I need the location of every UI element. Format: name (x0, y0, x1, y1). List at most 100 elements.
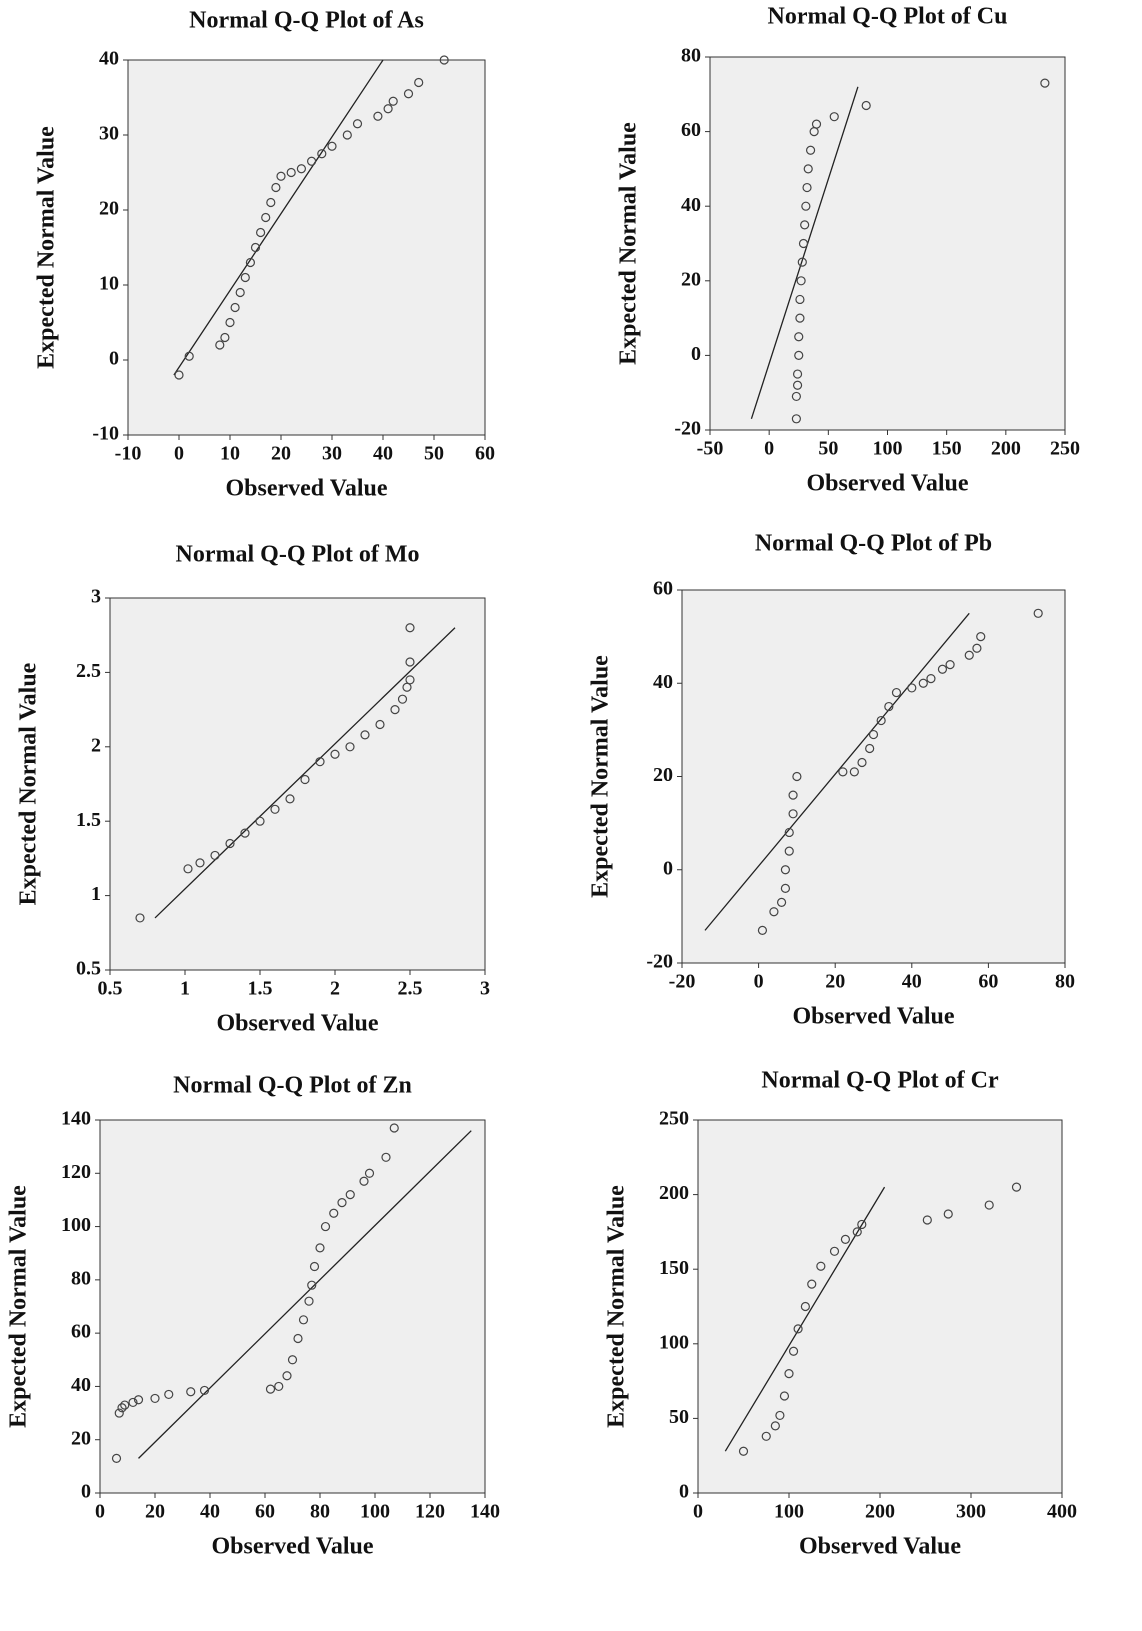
chart-title: Normal Q-Q Plot of Cu (768, 4, 1008, 30)
y-tick-label: 40 (681, 194, 701, 216)
y-tick-label: 40 (99, 48, 119, 70)
x-tick-label: 1.5 (248, 978, 273, 1000)
x-tick-label: 80 (310, 1501, 330, 1523)
data-point (287, 1355, 298, 1365)
data-point (255, 816, 265, 826)
data-point (792, 771, 802, 782)
x-tick-label: 10 (220, 443, 240, 465)
reference-line (138, 1130, 472, 1459)
data-point (120, 1400, 130, 1410)
data-point (976, 632, 986, 642)
y-tick-label: -20 (646, 951, 673, 973)
data-point (315, 757, 325, 767)
data-point (274, 1381, 284, 1392)
x-tick-label: 60 (978, 971, 998, 993)
x-tick-label: 200 (865, 1501, 895, 1523)
x-axis-label: Observed Value (211, 1534, 373, 1560)
data-point (922, 1215, 932, 1225)
data-point (849, 767, 859, 777)
reference-line (173, 59, 384, 376)
data-point (390, 704, 400, 715)
data-point (183, 864, 193, 874)
data-point (803, 164, 813, 174)
y-tick-label: 60 (653, 578, 673, 600)
data-point (775, 1410, 785, 1421)
x-tick-label: 60 (475, 443, 495, 465)
data-point (780, 883, 791, 894)
data-point (230, 302, 240, 313)
data-point (1033, 608, 1043, 618)
data-point (794, 350, 804, 360)
data-point (199, 1385, 210, 1396)
y-tick-label: 20 (99, 198, 119, 220)
data-point (439, 55, 449, 65)
data-point (309, 1261, 320, 1272)
data-point (307, 1280, 317, 1290)
data-point (235, 287, 245, 298)
data-point (770, 1421, 780, 1431)
data-point (857, 1219, 867, 1230)
qq-plot: Normal Q-Q Plot of Cr Observed Value Expec… (604, 1068, 1078, 1560)
data-point (945, 659, 955, 670)
data-point (285, 794, 295, 804)
data-point (852, 1227, 862, 1237)
data-point (776, 897, 787, 907)
x-tick-label: 50 (424, 443, 444, 465)
data-point (240, 272, 250, 283)
x-tick-label: 0 (95, 1501, 105, 1523)
x-tick-label: -50 (697, 438, 724, 460)
data-point (788, 1346, 799, 1356)
y-tick-label: -10 (92, 423, 119, 445)
data-point (250, 242, 261, 253)
data-point (327, 141, 337, 151)
x-tick-label: 200 (991, 438, 1021, 460)
x-tick-label: 0 (174, 443, 184, 465)
reference-line (704, 612, 970, 931)
data-point (150, 1393, 160, 1404)
data-point (865, 743, 875, 754)
x-tick-label: 40 (373, 443, 393, 465)
data-point (857, 757, 867, 768)
y-tick-label: 40 (71, 1374, 91, 1396)
y-tick-label: 20 (653, 764, 673, 786)
x-tick-label: 100 (873, 438, 903, 460)
chart-title: Normal Q-Q Plot of Mo (176, 542, 420, 568)
data-point (329, 1208, 339, 1218)
x-axis-label: Observed Value (225, 476, 387, 502)
y-axis-label: Expected Normal Value (588, 655, 614, 898)
data-point (245, 257, 255, 268)
x-tick-label: 2 (330, 978, 340, 1000)
x-tick-label: 20 (825, 971, 845, 993)
data-point (315, 1243, 325, 1253)
data-point (405, 675, 415, 685)
x-tick-label: 50 (818, 438, 838, 460)
y-tick-label: 2.5 (76, 660, 101, 682)
data-point (788, 809, 798, 819)
data-point (317, 149, 327, 159)
y-tick-label: 20 (71, 1427, 91, 1449)
y-tick-label: 1.5 (76, 809, 101, 831)
x-axis-label: Observed Value (792, 1004, 954, 1030)
data-point (266, 197, 276, 208)
data-point (364, 1168, 375, 1178)
chart-title: Normal Q-Q Plot of Pb (755, 531, 992, 557)
data-point (210, 850, 220, 861)
y-tick-label: 250 (659, 1108, 689, 1130)
data-point (876, 715, 886, 726)
data-point (345, 1189, 355, 1200)
x-tick-label: 150 (932, 438, 962, 460)
data-point (388, 96, 398, 106)
y-tick-label: 0 (109, 348, 119, 370)
x-tick-label: 40 (200, 1501, 220, 1523)
data-point (352, 119, 363, 129)
data-point (360, 730, 370, 740)
data-point (761, 1431, 771, 1441)
data-point (861, 100, 871, 111)
data-point (403, 89, 414, 99)
data-point (779, 1391, 790, 1401)
data-point (330, 749, 340, 759)
plot-area (697, 1119, 1063, 1494)
y-tick-label: 2 (91, 734, 101, 756)
y-tick-label: 200 (659, 1182, 689, 1204)
